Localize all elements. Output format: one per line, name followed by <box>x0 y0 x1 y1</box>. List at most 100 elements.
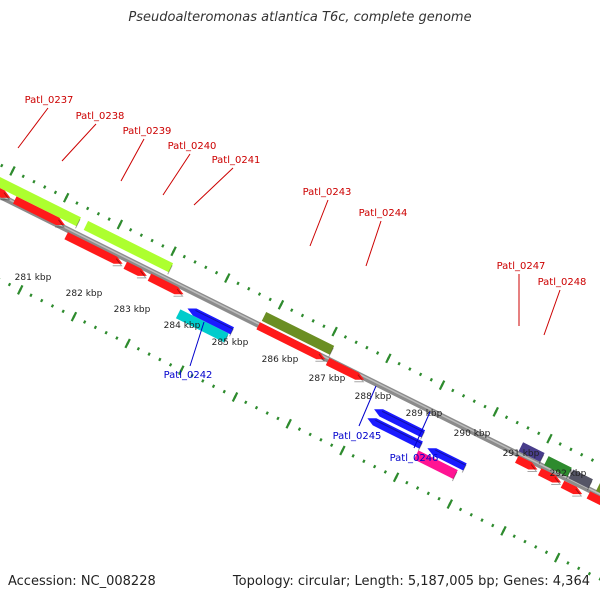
cds-arrow <box>367 418 423 449</box>
lower-tick-track-dot <box>469 512 473 517</box>
gene-label: Patl_0240 <box>168 141 217 152</box>
upper-tick-track-dot <box>322 324 326 329</box>
lower-tick-track-dot <box>265 411 269 415</box>
upper-tick-track-dot <box>311 319 315 323</box>
lower-tick-track-major-tick <box>446 499 454 510</box>
cds-arrow <box>374 409 426 438</box>
upper-tick-track-major-tick <box>492 406 499 417</box>
lower-tick-track-dot <box>415 486 420 490</box>
upper-tick-track-dot <box>43 185 47 189</box>
lower-tick-track-dot <box>115 336 119 340</box>
cds-arrow-shade <box>354 374 365 383</box>
upper-tick-track-dot <box>343 335 348 339</box>
cds-arrow-shade <box>572 488 583 497</box>
gene-box <box>0 177 81 227</box>
cds-arrow-shade <box>551 477 562 485</box>
upper-tick-track-dot <box>590 458 595 462</box>
kbp-label: 284 kbp <box>164 321 201 331</box>
lower-tick-track-major-tick <box>231 392 239 402</box>
gene-box-shade <box>586 481 593 491</box>
gene-box-shade <box>451 471 458 482</box>
gene-box-shade <box>538 454 545 465</box>
upper-tick-track-dot <box>354 340 358 345</box>
upper-tick-track-dot <box>397 361 401 366</box>
lower-tick-track-dot <box>254 405 259 410</box>
upper-tick-track-dot <box>53 190 58 195</box>
gene-box <box>568 469 593 489</box>
lower-tick-track-dot <box>190 373 194 378</box>
cds-arrow <box>64 232 123 264</box>
upper-tick-track-dot <box>96 211 101 216</box>
upper-tick-track-dot <box>504 415 509 420</box>
lower-tick-track-dot <box>383 470 388 474</box>
cds-arrow <box>147 273 184 295</box>
upper-tick-track-dot <box>483 404 487 409</box>
gene-label-leader <box>358 385 377 427</box>
upper-tick-track-dot <box>375 351 380 355</box>
gene-label-leader <box>189 321 205 367</box>
upper-tick-track-dot <box>461 393 466 398</box>
lower-tick-track-major-tick <box>553 552 561 563</box>
upper-tick-track-dot <box>300 313 305 318</box>
gene-label: Patl_0238 <box>76 111 125 122</box>
gene-label: Patl_0246 <box>390 453 439 464</box>
gene-label-leader <box>413 411 431 449</box>
upper-tick-track-dot <box>515 420 519 425</box>
cds-arrow-shade <box>55 219 65 228</box>
kbp-label: 292 kbp <box>550 469 587 479</box>
gene-label: Patl_0245 <box>333 431 382 442</box>
cds-arrow-shade <box>195 309 234 337</box>
upper-tick-track-dot <box>365 345 369 350</box>
lower-tick-track-dot <box>83 320 87 324</box>
lower-tick-track-dot <box>351 454 355 458</box>
upper-tick-track-dot <box>86 206 90 211</box>
cds-arrow <box>515 455 538 470</box>
kbp-label: 287 kbp <box>309 374 346 384</box>
gene-label-leader <box>365 220 382 267</box>
upper-tick-track-dot <box>32 179 36 184</box>
upper-tick-track-dot <box>268 297 272 302</box>
gene-label-leader <box>61 123 97 162</box>
upper-tick-track-dot <box>451 388 455 393</box>
lower-tick-track-dot <box>168 363 173 367</box>
lower-tick-track-dot <box>319 437 323 442</box>
cds-arrow-shade <box>435 449 467 473</box>
gene-box <box>414 450 458 479</box>
gene-label: Patl_0242 <box>164 370 213 381</box>
gene-label-leader <box>543 289 561 336</box>
gene-label-leader <box>309 199 329 247</box>
gene-box <box>518 442 545 462</box>
cds-arrow <box>256 322 326 360</box>
upper-tick-track-major-tick <box>62 192 70 203</box>
gene-label-leader <box>120 138 145 182</box>
lower-tick-track-dot <box>458 507 463 512</box>
upper-tick-track-dot <box>0 163 4 168</box>
cds-arrow <box>560 480 583 495</box>
upper-tick-track-dot <box>214 270 219 275</box>
upper-tick-track-major-tick <box>331 326 338 337</box>
lower-tick-track-major-tick <box>70 311 78 322</box>
upper-tick-track-dot <box>569 447 573 452</box>
lower-tick-track-dot <box>577 566 581 571</box>
gene-box <box>83 220 174 273</box>
lower-tick-track-dot <box>534 545 538 549</box>
cds-arrow <box>123 261 147 276</box>
gene-label-leader <box>17 107 49 149</box>
lower-tick-track-dot <box>50 304 55 308</box>
upper-tick-track-dot <box>75 201 79 205</box>
genome-summary-text: Topology: circular; Length: 5,187,005 bp… <box>232 574 590 589</box>
upper-tick-track-dot <box>21 174 25 179</box>
gene-label: Patl_0243 <box>303 187 352 198</box>
cds-arrow-shade <box>112 258 123 267</box>
lower-tick-track-dot <box>7 282 12 287</box>
upper-tick-track-dot <box>472 399 476 404</box>
lower-tick-track-dot <box>211 384 216 389</box>
cds-arrow-shade <box>381 410 425 440</box>
upper-tick-track-dot <box>247 286 251 291</box>
lower-tick-track-dot <box>426 491 430 496</box>
upper-tick-track-major-tick <box>9 165 16 176</box>
gene-label: Patl_0248 <box>538 277 587 288</box>
upper-tick-track-dot <box>150 238 154 243</box>
